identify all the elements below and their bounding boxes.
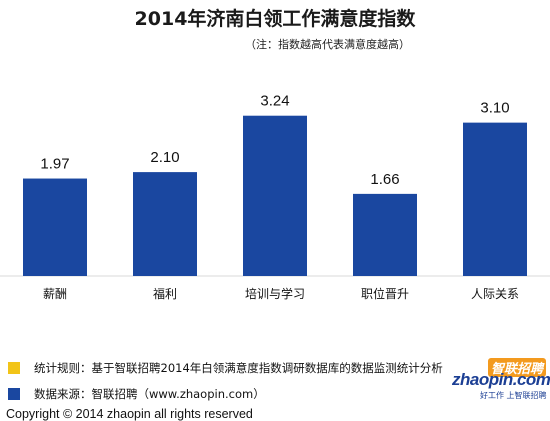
legend-rule: 统计规则：基于智联招聘2014年白领满意度指数调研数据库的数据监测统计分析	[8, 360, 443, 376]
category-label-1: 福利	[153, 286, 177, 300]
zhaopin-logo: 智联招聘 zhaopin.com 好工作 上智联招聘	[452, 358, 550, 408]
rule-swatch	[8, 362, 20, 374]
value-label-0: 1.97	[40, 156, 69, 173]
category-label-4: 人际关系	[471, 287, 519, 300]
value-label-2: 3.24	[260, 93, 289, 110]
value-label-1: 2.10	[150, 149, 179, 166]
chart-note: （注：指数越高代表满意度越高）	[245, 38, 410, 51]
copyright-text: Copyright © 2014 zhaopin all rights rese…	[6, 407, 253, 421]
bar-2	[243, 115, 307, 276]
logo-main-text: zhaopin.com	[452, 370, 550, 389]
value-label-3: 1.66	[370, 171, 399, 188]
value-label-4: 3.10	[480, 100, 509, 117]
source-swatch	[8, 388, 20, 400]
rule-text: 统计规则：基于智联招聘2014年白领满意度指数调研数据库的数据监测统计分析	[34, 361, 443, 375]
bar-3	[353, 193, 417, 276]
chart-title: 2014年济南白领工作满意度指数	[134, 8, 416, 30]
source-text: 数据来源：智联招聘（www.zhaopin.com）	[34, 387, 265, 401]
category-label-2: 培训与学习	[245, 286, 305, 300]
logo-slogan: 好工作 上智联招聘	[480, 391, 547, 400]
category-label-3: 职位晋升	[361, 286, 409, 300]
bar-4	[463, 122, 527, 276]
legend-source: 数据来源：智联招聘（www.zhaopin.com）	[8, 386, 265, 402]
bar-1	[133, 172, 197, 276]
bar-0	[23, 178, 87, 276]
bar-chart: 1.97 薪酬 2.10 福利 3.24 培训与学习 1.66 职位晋升 3.10 人际关系	[0, 93, 550, 300]
logo-cn-text: 智联招聘	[488, 358, 547, 377]
category-label-0: 薪酬	[43, 287, 67, 300]
